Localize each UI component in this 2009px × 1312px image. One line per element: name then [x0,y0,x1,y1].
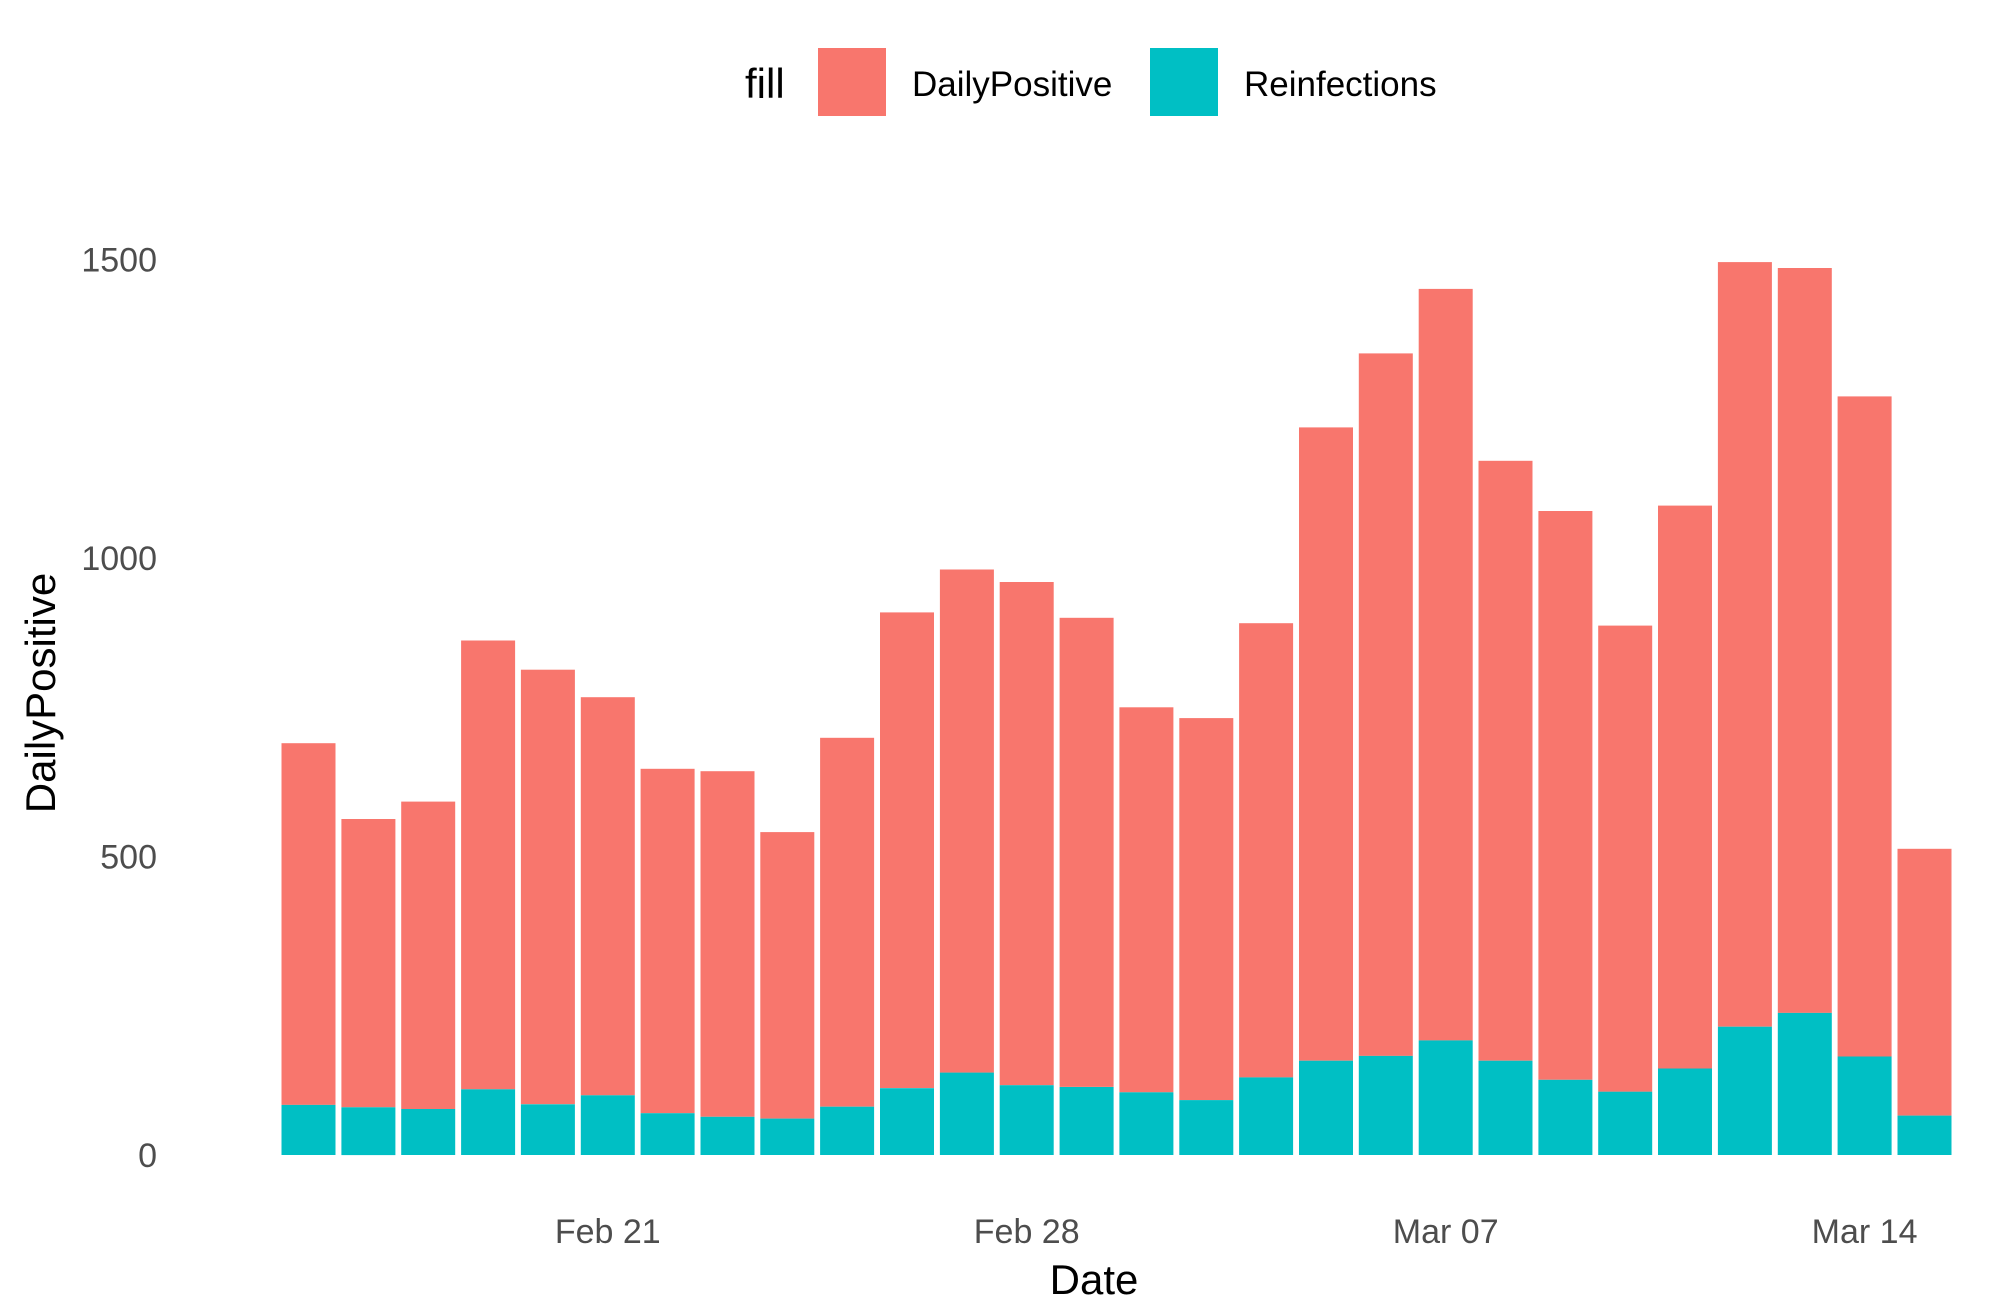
bar-reinfections [999,1085,1054,1155]
legend-swatch-reinfections [1150,48,1218,116]
bar-dailypositive [401,801,456,1109]
y-tick-label: 1500 [81,242,157,280]
bar-dailypositive [1059,617,1114,1087]
x-tick-label: Mar 14 [1812,1213,1918,1251]
bars-group [281,262,1952,1156]
bar-dailypositive [999,582,1054,1086]
y-axis: 0 500 1000 1500 [81,242,157,1175]
bar-dailypositive [1837,396,1892,1057]
legend-label-reinfections: Reinfections [1244,65,1437,104]
bar-reinfections [1418,1040,1473,1155]
bar-dailypositive [939,569,994,1073]
bar-reinfections [1658,1068,1712,1155]
bar-dailypositive [580,697,635,1096]
legend-title: fill [745,60,785,107]
bar-reinfections [1119,1092,1174,1155]
y-axis-title: DailyPositive [17,573,64,813]
bar-dailypositive [1418,288,1473,1041]
legend-swatch-dailypositive [818,48,886,116]
bar-reinfections [640,1113,695,1155]
bar-dailypositive [700,771,755,1117]
bar-reinfections [1358,1055,1413,1155]
bar-dailypositive [1478,460,1533,1061]
bar-reinfections [1299,1060,1353,1155]
bar-reinfections [401,1109,456,1155]
y-tick-label: 1000 [81,540,157,578]
x-tick-label: Feb 28 [974,1213,1080,1251]
bar-reinfections [880,1088,934,1155]
bar-dailypositive [520,669,575,1105]
bar-dailypositive [1717,262,1772,1027]
legend-label-dailypositive: DailyPositive [912,65,1112,104]
bar-dailypositive [281,743,336,1105]
bar-dailypositive [1777,268,1832,1013]
bar-dailypositive [760,832,815,1119]
bar-dailypositive [1239,623,1294,1078]
bar-dailypositive [341,819,396,1108]
bar-reinfections [580,1095,635,1155]
bar-reinfections [1239,1077,1294,1155]
bar-dailypositive [640,768,695,1114]
bar-dailypositive [1598,625,1653,1092]
bar-reinfections [700,1116,755,1155]
bar-reinfections [281,1104,336,1155]
bar-dailypositive [1179,718,1234,1101]
bar-dailypositive [820,737,875,1107]
x-axis-title: Date [1050,1256,1139,1303]
bar-reinfections [1598,1091,1653,1155]
x-tick-label: Mar 07 [1393,1213,1499,1251]
bar-reinfections [760,1118,815,1155]
bar-dailypositive [461,640,516,1090]
bar-reinfections [820,1106,875,1155]
bar-reinfections [939,1072,994,1155]
bar-reinfections [1837,1056,1892,1155]
y-tick-label: 0 [138,1137,157,1175]
x-axis: Feb 21 Feb 28 Mar 07 Mar 14 [555,1213,1918,1251]
bar-reinfections [1478,1060,1533,1155]
bar-dailypositive [1358,353,1413,1056]
y-tick-label: 500 [100,839,157,877]
bar-reinfections [1059,1087,1114,1155]
bar-dailypositive [1538,511,1593,1080]
bar-reinfections [1179,1100,1234,1155]
bar-reinfections [341,1107,396,1156]
bar-reinfections [520,1104,575,1155]
bar-dailypositive [1299,427,1353,1061]
bar-dailypositive [1897,848,1952,1116]
legend: fill DailyPositive Reinfections [745,48,1437,116]
bar-reinfections [1717,1026,1772,1155]
bar-dailypositive [880,612,934,1089]
bar-dailypositive [1658,505,1712,1069]
x-tick-label: Feb 21 [555,1213,661,1251]
bar-dailypositive [1119,707,1174,1093]
bar-reinfections [1538,1079,1593,1155]
bar-reinfections [1897,1115,1952,1155]
bar-reinfections [1777,1012,1832,1155]
bar-reinfections [461,1089,516,1155]
